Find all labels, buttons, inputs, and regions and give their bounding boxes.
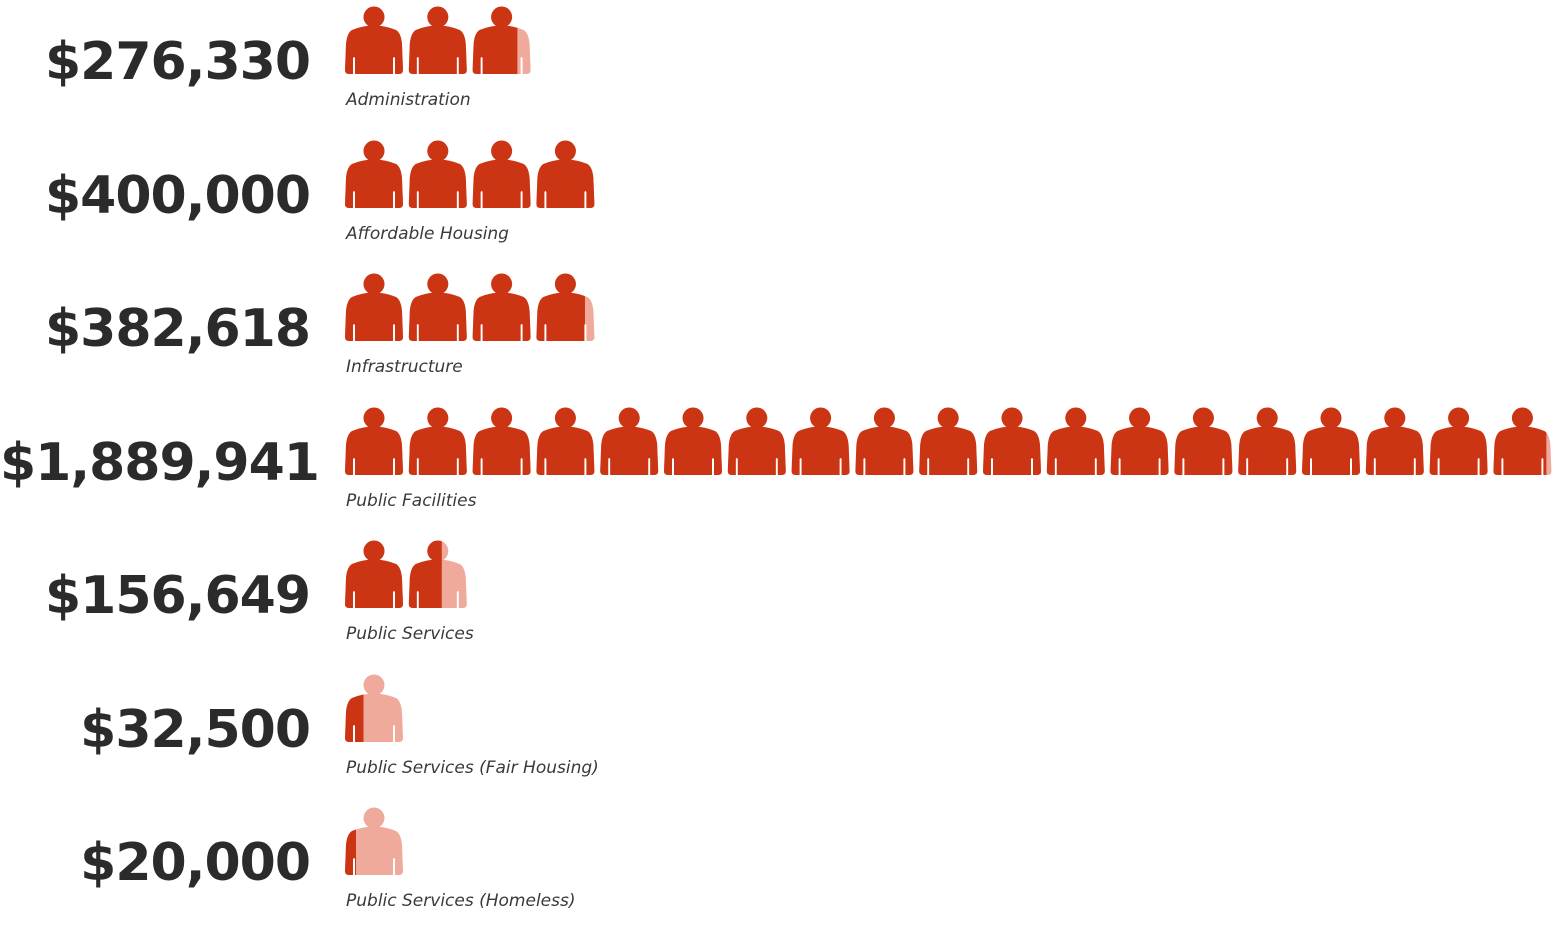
amount-label: $1,889,941 [0, 432, 320, 493]
person-icon [983, 407, 1041, 475]
person-icon [345, 140, 403, 208]
chart-row: $32,500 Public Services (Fair Housing) [0, 674, 1557, 808]
person-icon [536, 273, 595, 341]
category-label: Infrastructure [346, 357, 463, 377]
person-icon [345, 540, 403, 608]
chart-row: $20,000 Public Services (Homeless) [0, 807, 1557, 941]
person-icon [1365, 407, 1424, 475]
person-icon [727, 407, 786, 475]
icon-row [345, 140, 595, 208]
category-label: Public Services (Homeless) [346, 891, 576, 911]
amount-label: $156,649 [44, 566, 311, 626]
person-icon [1238, 407, 1297, 475]
person-icon [408, 273, 467, 341]
amount-label: $382,618 [44, 299, 311, 359]
person-icon [791, 407, 850, 475]
pictograph-chart: $276,330 Administration $400,000 Affordable… [0, 6, 1557, 911]
person-icon [345, 273, 403, 341]
person-icon [408, 140, 467, 208]
category-label: Public Services (Fair Housing) [346, 757, 599, 778]
chart-row: $276,330 Administration [0, 6, 1557, 140]
person-icon [472, 273, 531, 341]
person-icon [345, 6, 403, 74]
amount-label: $20,000 [80, 833, 311, 893]
person-icon [472, 140, 531, 208]
chart-row: $1,889,941 Public Facilities [0, 407, 1557, 541]
icon-row [345, 540, 467, 608]
person-icon [1429, 407, 1488, 475]
category-label: Public Facilities [346, 490, 477, 511]
icon-row [345, 674, 403, 742]
chart-row: $382,618 Infrastructure [0, 273, 1557, 407]
chart-row: $156,649 Public Services [0, 540, 1557, 674]
person-icon [1174, 407, 1233, 475]
person-icon [408, 6, 467, 74]
person-icon [1493, 407, 1552, 475]
amount-label: $276,330 [44, 32, 311, 92]
person-icon [345, 807, 403, 875]
person-icon [1046, 407, 1105, 475]
person-icon [919, 407, 978, 475]
person-icon [536, 140, 595, 208]
icon-row [345, 807, 403, 875]
icon-row [345, 407, 1552, 475]
icon-row [345, 6, 531, 74]
category-label: Affordable Housing [346, 223, 509, 244]
person-icon [664, 407, 722, 475]
person-icon [1110, 407, 1169, 475]
person-icon [408, 540, 467, 608]
person-icon [472, 6, 531, 74]
amount-label: $400,000 [44, 165, 311, 226]
person-icon [472, 407, 531, 475]
category-label: Administration [346, 90, 471, 110]
person-icon [600, 407, 659, 475]
person-icon [345, 407, 403, 475]
category-label: Public Services [346, 624, 474, 644]
person-icon [408, 407, 467, 475]
icon-row [345, 273, 595, 341]
chart-row: $400,000 Affordable Housing [0, 140, 1557, 274]
person-icon [345, 674, 403, 742]
person-icon [1302, 407, 1360, 475]
amount-label: $32,500 [80, 699, 311, 760]
person-icon [536, 407, 595, 475]
person-icon [855, 407, 914, 475]
